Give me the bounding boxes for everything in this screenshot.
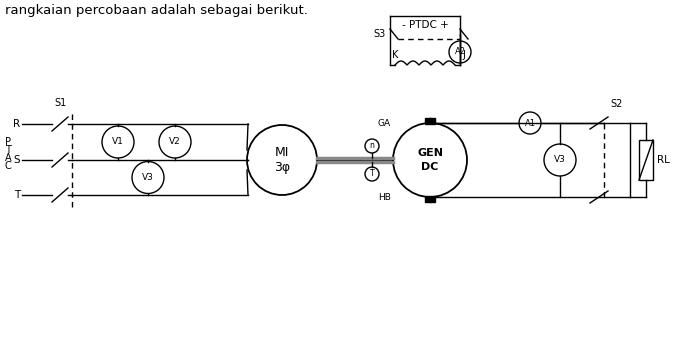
Text: S3: S3	[374, 29, 386, 39]
Text: HB: HB	[378, 193, 391, 201]
Text: V3: V3	[554, 156, 566, 165]
Text: 3φ: 3φ	[274, 160, 290, 173]
Text: V1: V1	[112, 137, 124, 146]
Text: - PTDC +: - PTDC +	[402, 20, 448, 30]
Text: V3: V3	[142, 173, 154, 182]
Text: C: C	[5, 161, 12, 171]
Text: R: R	[13, 119, 20, 129]
Bar	[425, 118, 435, 124]
Text: S1: S1	[54, 98, 66, 108]
Text: rangkaian percobaan adalah sebagai berikut.: rangkaian percobaan adalah sebagai berik…	[5, 4, 308, 17]
Text: DC: DC	[421, 162, 439, 172]
Text: T: T	[14, 190, 20, 200]
Text: S: S	[14, 155, 20, 165]
Text: T: T	[5, 145, 11, 155]
Text: K: K	[392, 50, 398, 60]
Text: RL: RL	[657, 155, 670, 165]
Text: GEN: GEN	[417, 148, 443, 158]
Text: T: T	[370, 170, 374, 179]
Bar	[639, 140, 653, 180]
Text: GA: GA	[378, 118, 391, 128]
Text: MI: MI	[275, 146, 289, 159]
Bar	[425, 196, 435, 202]
Text: J: J	[462, 50, 465, 60]
Text: A: A	[5, 153, 12, 163]
Text: V2: V2	[169, 137, 181, 146]
Text: A2: A2	[454, 48, 466, 56]
Text: P: P	[5, 137, 11, 147]
Text: S2: S2	[610, 99, 623, 109]
Text: n: n	[370, 142, 374, 150]
Text: A1: A1	[524, 118, 535, 128]
